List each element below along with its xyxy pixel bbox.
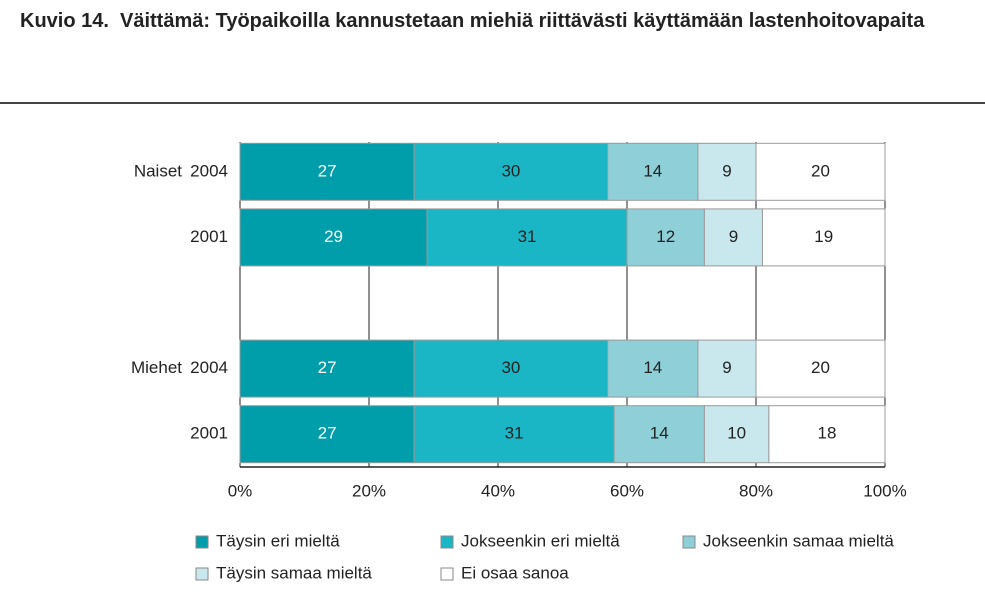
legend-swatch (440, 535, 454, 549)
bar-segment (239, 208, 428, 267)
bar-segment (413, 339, 609, 398)
figure-label: Kuvio 14. (20, 10, 109, 32)
x-tick-label: 0% (228, 481, 253, 500)
bar-segment (239, 339, 415, 398)
x-tick-label: 100% (863, 481, 906, 500)
data-label: 27 (318, 358, 337, 377)
bar-segment (239, 405, 415, 464)
group-label: Naiset (134, 161, 182, 180)
data-label: 19 (814, 227, 833, 246)
data-label: 27 (318, 161, 337, 180)
bar-segment (697, 339, 757, 398)
bar-segment (607, 339, 699, 398)
data-label: 9 (722, 161, 731, 180)
group-label: Miehet (131, 358, 182, 377)
legend-swatch (440, 567, 454, 581)
bar-segment (613, 405, 705, 464)
bar-segment (755, 339, 886, 398)
legend-swatch (195, 535, 209, 549)
bar-segment (755, 142, 886, 201)
data-label: 18 (817, 424, 836, 443)
bar-segment (426, 208, 628, 267)
legend-swatch (195, 567, 209, 581)
data-label: 14 (650, 424, 669, 443)
chart-title: Väittämä: Työpaikoilla kannustetaan mieh… (120, 10, 925, 32)
data-label: 29 (324, 227, 343, 246)
data-label: 12 (656, 227, 675, 246)
y-tick-label: 2001 (190, 424, 228, 443)
legend-swatch (682, 535, 696, 549)
x-tick-label: 60% (610, 481, 644, 500)
data-label: 31 (518, 227, 537, 246)
legend-label: Jokseenkin samaa mieltä (703, 531, 894, 550)
data-label: 27 (318, 424, 337, 443)
x-tick-label: 40% (481, 481, 515, 500)
legend-label: Täysin eri mieltä (216, 531, 340, 550)
bar-segment (761, 208, 886, 267)
data-label: 20 (811, 161, 830, 180)
data-label: 30 (501, 358, 520, 377)
legend-label: Täysin samaa mieltä (216, 563, 372, 582)
y-tick-label: 2004 (190, 358, 228, 377)
bar-segment (626, 208, 705, 267)
bar-segment (413, 405, 615, 464)
y-tick-label: 2001 (190, 227, 228, 246)
y-tick-label: 2004 (190, 161, 228, 180)
data-label: 10 (727, 424, 746, 443)
x-tick-label: 20% (352, 481, 386, 500)
data-label: 9 (722, 358, 731, 377)
title-rule (0, 102, 985, 104)
data-label: 14 (643, 358, 662, 377)
data-label: 14 (643, 161, 662, 180)
bar-segment (697, 142, 757, 201)
data-label: 9 (729, 227, 738, 246)
data-label: 30 (501, 161, 520, 180)
bar-segment (703, 405, 770, 464)
bar-segment (239, 142, 415, 201)
bar-segment (768, 405, 886, 464)
x-tick-label: 80% (739, 481, 773, 500)
data-label: 31 (505, 424, 524, 443)
data-label: 20 (811, 358, 830, 377)
legend-label: Jokseenkin eri mieltä (461, 531, 620, 550)
bar-segment (703, 208, 763, 267)
header: Kuvio 14. Väittämä: Työpaikoilla kannust… (20, 8, 960, 34)
legend-label: Ei osaa sanoa (461, 563, 569, 582)
